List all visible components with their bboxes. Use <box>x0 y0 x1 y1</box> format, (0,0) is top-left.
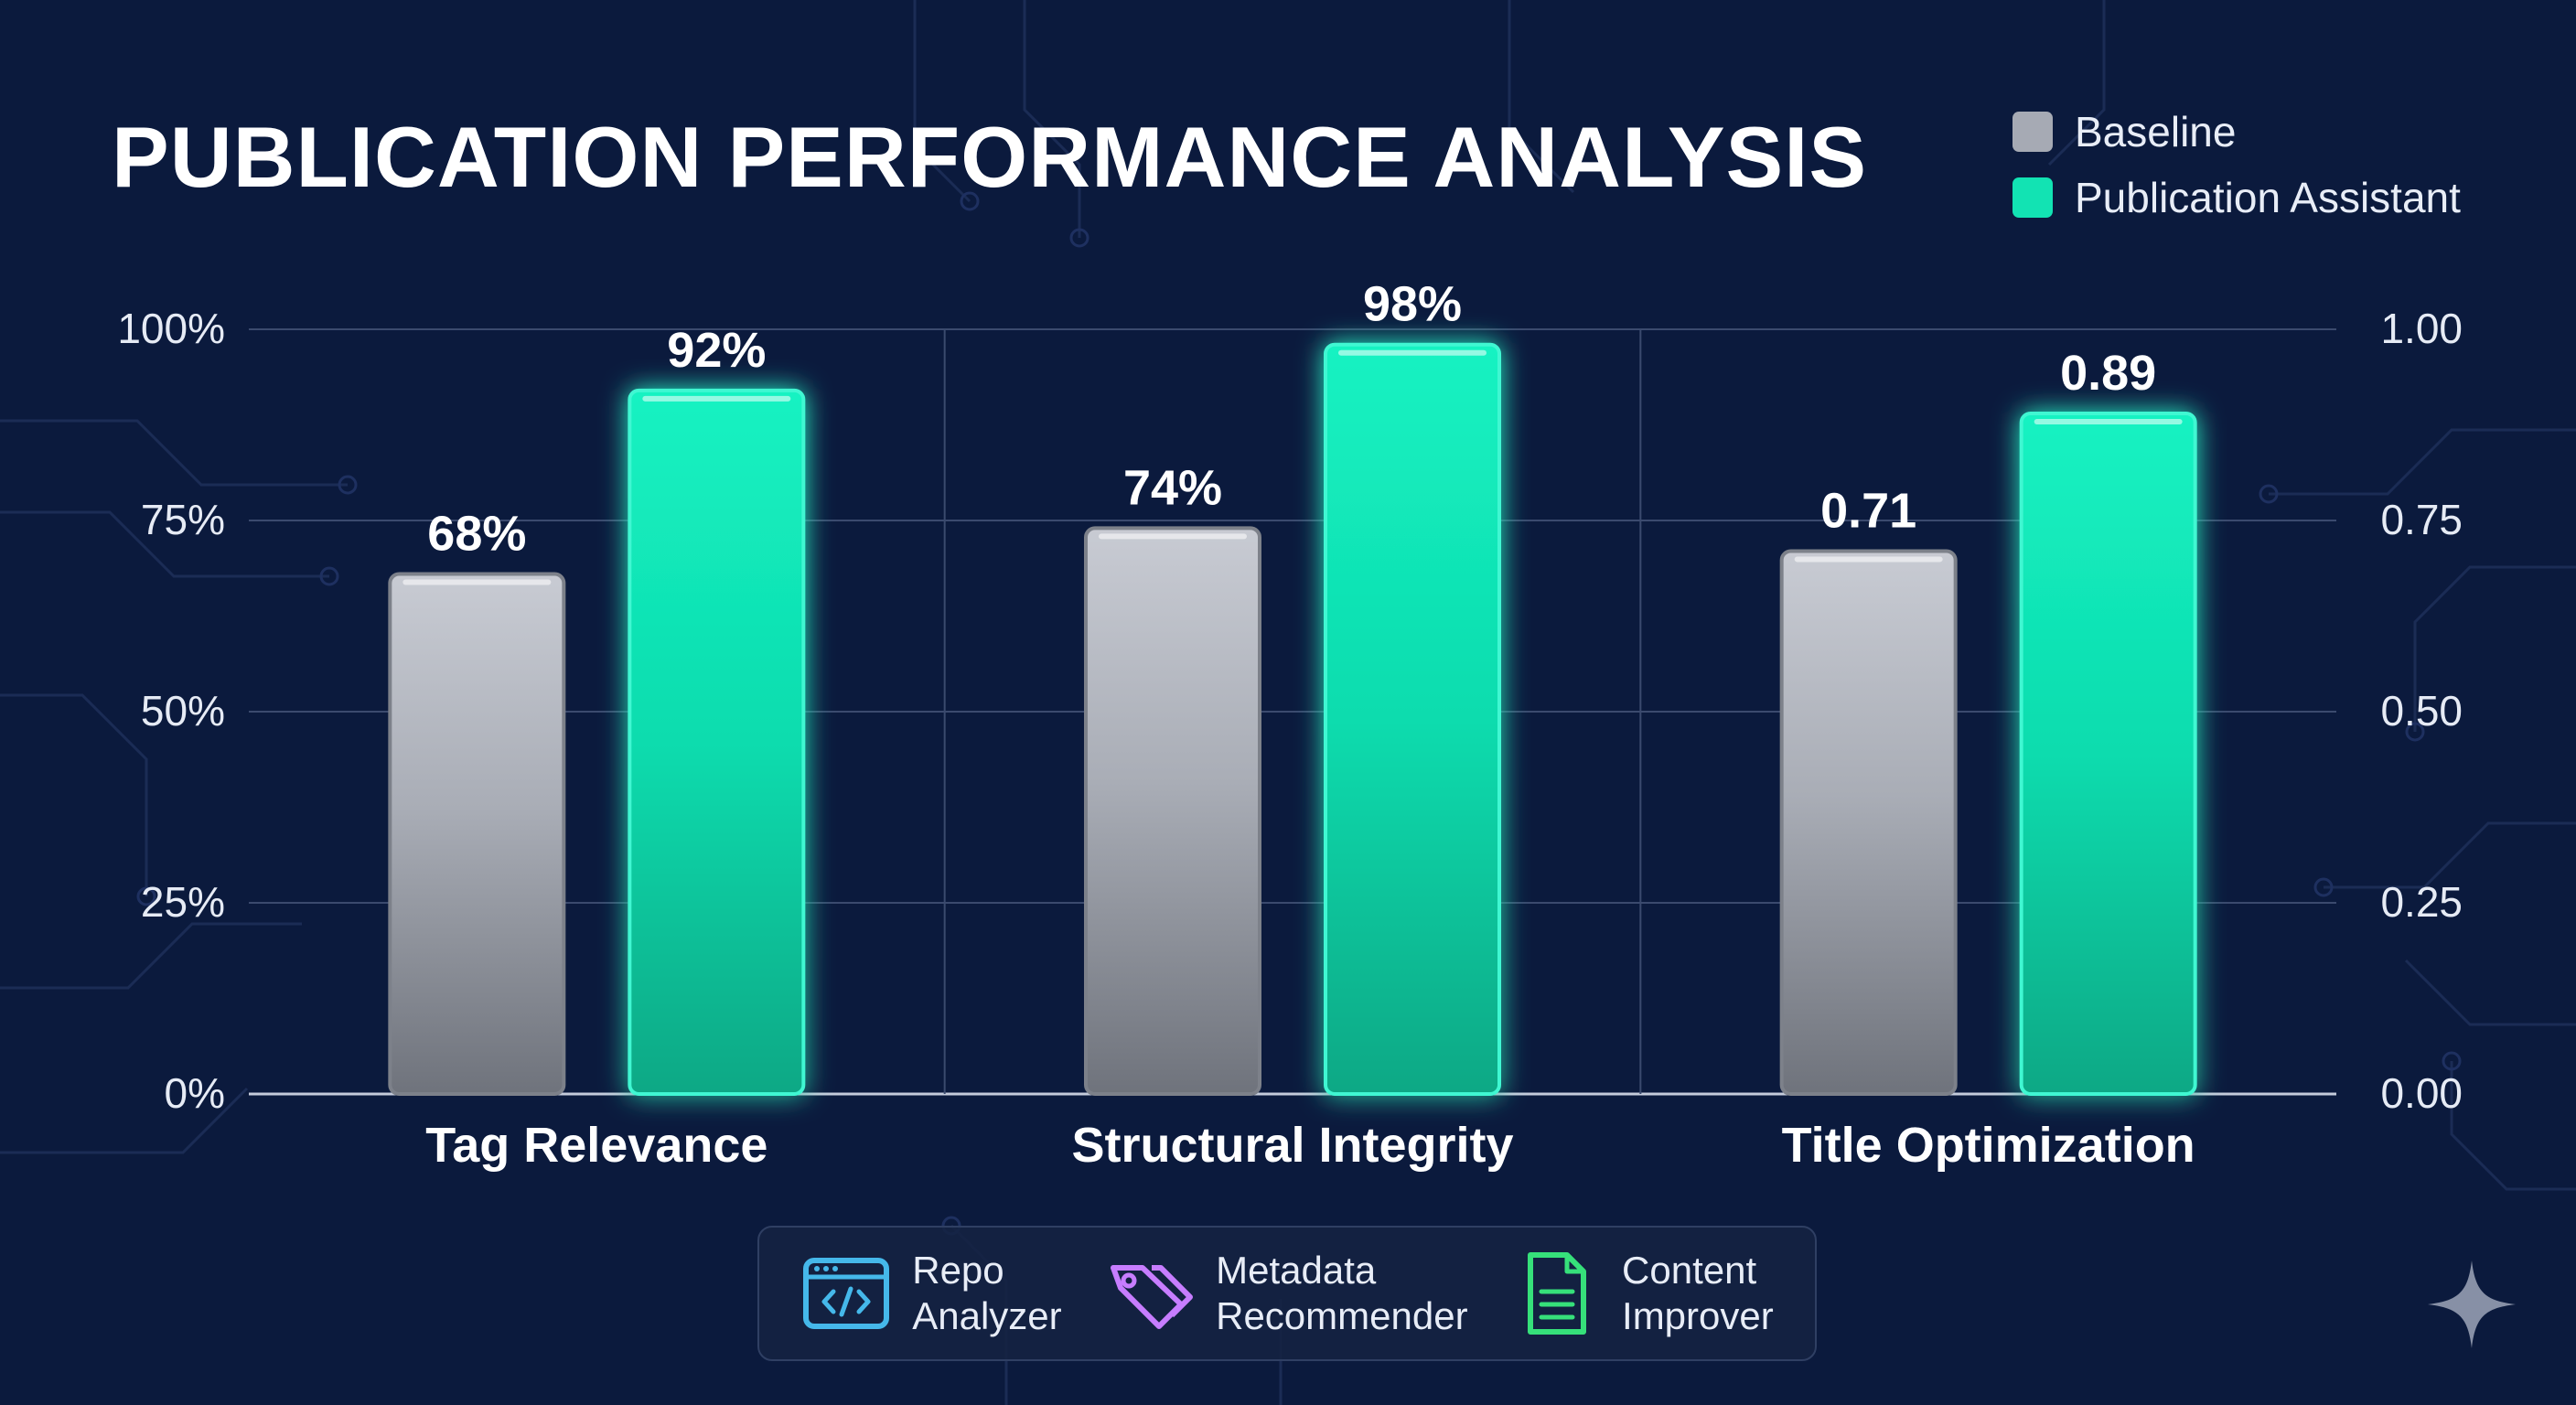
bar-highlight <box>1099 533 1247 540</box>
data-label: 98% <box>1363 277 1462 332</box>
document-icon <box>1528 1252 1587 1335</box>
y-tick-label-right: 1.00 <box>2380 305 2463 352</box>
tool-repo-analyzer: Repo Analyzer <box>800 1248 1062 1339</box>
data-label: 68% <box>427 507 526 562</box>
bar-baseline <box>388 572 566 1096</box>
y-tick-label-left: 25% <box>141 878 225 926</box>
tool-label-repo-analyzer: Repo Analyzer <box>912 1249 1062 1337</box>
legend-label-baseline: Baseline <box>2075 108 2237 156</box>
bar-assistant <box>2019 411 2197 1096</box>
bar-assistant <box>628 388 806 1096</box>
bar-baseline <box>1779 549 1958 1096</box>
code-window-icon <box>803 1258 890 1329</box>
legend-swatch-publication-assistant <box>2012 177 2053 218</box>
page-title: PUBLICATION PERFORMANCE ANALYSIS <box>112 109 1868 205</box>
tool-label-metadata-recommender: Metadata Recommender <box>1216 1249 1468 1337</box>
data-label: 0.71 <box>1820 483 1916 538</box>
data-label: 0.89 <box>2060 346 2156 401</box>
x-category-label: Title Optimization <box>1782 1118 2195 1173</box>
bar-highlight <box>642 395 791 402</box>
y-tick-label-left: 75% <box>141 496 225 543</box>
y-tick-label-left: 100% <box>117 305 225 352</box>
bar-assistant <box>1324 342 1501 1097</box>
tools-panel: Repo Analyzer Metadata Recommender Conte… <box>757 1226 1817 1361</box>
chart-legend: Baseline Publication Assistant <box>2012 108 2461 240</box>
y-tick-label-right: 0.50 <box>2380 687 2463 735</box>
y-tick-label-left: 50% <box>141 687 225 735</box>
bar-highlight <box>1338 349 1487 356</box>
bar-highlight <box>2034 418 2183 424</box>
x-category-label: Tag Relevance <box>425 1118 767 1173</box>
bar-highlight <box>1794 556 1943 563</box>
y-tick-label-right: 0.25 <box>2380 878 2463 926</box>
tool-label-content-improver: Content Improver <box>1622 1249 1774 1337</box>
data-label: 74% <box>1123 460 1222 515</box>
y-tick-label-right: 0.00 <box>2380 1069 2463 1117</box>
x-category-label: Structural Integrity <box>1071 1118 1513 1173</box>
data-label: 92% <box>667 323 766 378</box>
bar-baseline <box>1084 526 1261 1096</box>
legend-item-baseline: Baseline <box>2012 108 2461 156</box>
legend-item-publication-assistant: Publication Assistant <box>2012 174 2461 221</box>
y-tick-label-left: 0% <box>165 1069 225 1117</box>
tool-metadata-recommender: Metadata Recommender <box>1104 1248 1468 1339</box>
bar-highlight <box>402 579 552 585</box>
legend-label-publication-assistant: Publication Assistant <box>2075 174 2461 221</box>
tags-icon <box>1111 1265 1194 1329</box>
sparkle-icon <box>2428 1260 2516 1348</box>
y-tick-label-right: 0.75 <box>2380 496 2463 543</box>
tool-content-improver: Content Improver <box>1510 1248 1774 1339</box>
legend-swatch-baseline <box>2012 112 2053 152</box>
